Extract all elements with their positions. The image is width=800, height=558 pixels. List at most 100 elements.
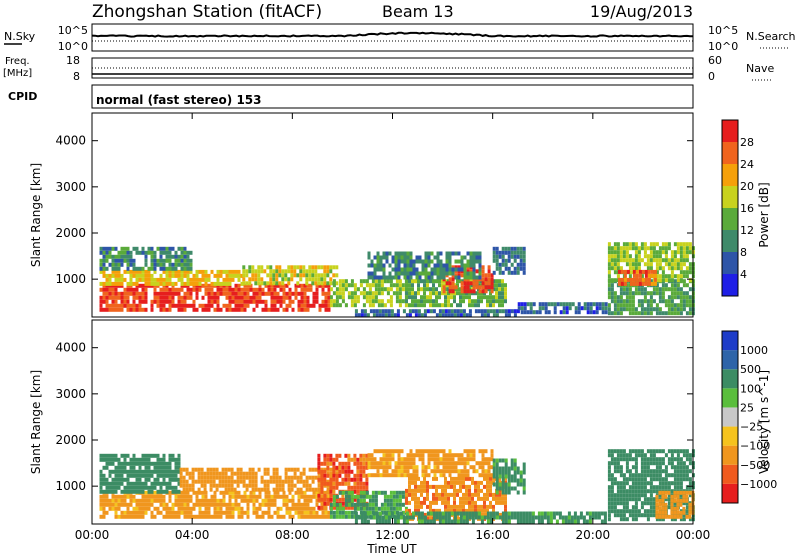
velocity-cell-region-9 xyxy=(685,477,689,482)
power-cell-region-7 xyxy=(472,267,476,272)
velocity-cell-region-6 xyxy=(490,449,494,454)
velocity-cell-region-8 xyxy=(591,515,595,520)
velocity-cell-region-6 xyxy=(388,473,392,478)
power-cell-region-7 xyxy=(427,259,431,264)
velocity-cell-region-9 xyxy=(640,465,644,470)
velocity-cell-region-8 xyxy=(543,515,547,520)
power-cell-region-12 xyxy=(640,274,644,279)
power-cell-region-2 xyxy=(180,250,184,255)
velocity-cell-region-5 xyxy=(486,508,489,513)
velocity-cell-region-5 xyxy=(480,480,483,485)
power-cell-region-5 xyxy=(405,279,408,284)
power-cell-region-0 xyxy=(327,307,331,312)
velocity-cell-region-1 xyxy=(102,473,106,478)
velocity-cell-region-2 xyxy=(200,479,204,484)
velocity-cell-region-1 xyxy=(111,469,115,474)
velocity-cell-region-0 xyxy=(189,510,193,515)
power-cell-region-0 xyxy=(105,291,109,296)
velocity-cell-region-1 xyxy=(108,469,112,474)
velocity-cell-region-9 xyxy=(640,501,644,506)
power-cell-region-7 xyxy=(370,271,374,276)
velocity-cell-region-5 xyxy=(450,480,453,485)
velocity-cell-region-0 xyxy=(294,510,298,515)
power-cell-region-4 xyxy=(332,303,336,308)
power-cell-region-12 xyxy=(679,266,683,271)
power-cell-region-12 xyxy=(613,242,617,247)
y-tick-label: 3000 xyxy=(55,387,86,401)
nsky-tick-top: 10^5 xyxy=(58,24,88,37)
power-cell-region-12 xyxy=(667,266,671,271)
power-cell-region-0 xyxy=(273,307,277,312)
velocity-cell-region-9 xyxy=(673,517,677,522)
velocity-cell-region-0 xyxy=(186,498,190,503)
velocity-cell-region-1 xyxy=(114,485,118,490)
velocity-cell-region-1 xyxy=(123,453,127,458)
velocity-cell-region-1 xyxy=(117,473,121,478)
power-cell-region-7 xyxy=(391,259,395,264)
power-cell-region-0 xyxy=(315,283,319,288)
velocity-cell-region-0 xyxy=(165,502,169,507)
velocity-cell-region-8 xyxy=(471,519,475,524)
velocity-cell-region-0 xyxy=(288,498,292,503)
velocity-cell-region-8 xyxy=(396,519,400,524)
power-cell-region-3 xyxy=(302,269,306,274)
velocity-cell-region-2 xyxy=(188,483,192,488)
power-cell-region-4 xyxy=(365,279,369,284)
power-cell-region-0 xyxy=(171,303,175,308)
power-cell-region-0 xyxy=(177,295,181,300)
velocity-cell-region-4 xyxy=(359,506,363,511)
power-cell-region-4 xyxy=(350,283,354,288)
velocity-cell-region-3 xyxy=(362,465,366,470)
velocity-cell-region-9 xyxy=(607,449,611,454)
power-cell-region-7 xyxy=(403,251,407,256)
velocity-cell-region-9 xyxy=(628,449,632,454)
power-cell-region-12 xyxy=(667,258,671,263)
power-cell-region-12 xyxy=(637,258,641,263)
power-cell-region-12 xyxy=(655,250,659,255)
power-cell-region-0 xyxy=(189,287,193,292)
power-cell-region-2 xyxy=(135,266,139,271)
velocity-cell-region-9 xyxy=(640,457,644,462)
power-cell-region-5 xyxy=(501,279,504,284)
velocity-cell-region-10 xyxy=(685,514,689,519)
velocity-cell-region-3 xyxy=(329,485,333,490)
velocity-cell-region-0 xyxy=(273,498,277,503)
velocity-cell-region-2 xyxy=(278,479,282,484)
velocity-cell-region-3 xyxy=(329,457,333,462)
power-cell-region-3 xyxy=(290,273,294,278)
velocity-cell-region-0 xyxy=(264,502,268,507)
velocity-cell-region-0 xyxy=(195,498,199,503)
velocity-cell-region-5 xyxy=(474,492,477,497)
velocity-cell-region-0 xyxy=(237,494,241,499)
power-cell-region-7 xyxy=(436,267,440,272)
power-cell-region-2 xyxy=(105,258,109,263)
velocity-cell-region-4 xyxy=(389,514,393,519)
power-cell-region-11 xyxy=(619,295,623,300)
velocity-cell-region-9 xyxy=(661,517,665,522)
power-cell-region-11 xyxy=(652,299,656,304)
velocity-cell-region-10 xyxy=(682,498,686,503)
velocity-cell-region-4 xyxy=(380,506,384,511)
velocity-cell-region-2 xyxy=(239,475,243,480)
velocity-cell-region-6 xyxy=(487,465,491,470)
velocity-cell-region-9 xyxy=(667,501,671,506)
power-cell-region-12 xyxy=(628,266,632,271)
velocity-cell-region-4 xyxy=(383,506,387,511)
velocity-cell-region-9 xyxy=(643,489,647,494)
power-cell-region-9 xyxy=(366,313,370,318)
velocity-cell-region-9 xyxy=(673,477,677,482)
power-cell-region-13 xyxy=(647,281,651,286)
power-cell-region-2 xyxy=(186,250,190,255)
velocity-cell-region-0 xyxy=(222,490,226,495)
velocity-cell-region-0 xyxy=(204,494,208,499)
power-cell-region-4 xyxy=(338,291,342,296)
velocity-cell-region-8 xyxy=(399,515,403,520)
velocity-cell-region-0 xyxy=(138,506,142,511)
power-cell-region-0 xyxy=(318,303,322,308)
power-cell-region-7 xyxy=(460,259,464,264)
velocity-cell-region-0 xyxy=(204,506,208,511)
power-cell-region-5 xyxy=(420,287,423,292)
power-cell-region-11 xyxy=(679,299,683,304)
velocity-cell-region-1 xyxy=(138,469,142,474)
velocity-cell-region-5 xyxy=(411,496,414,501)
